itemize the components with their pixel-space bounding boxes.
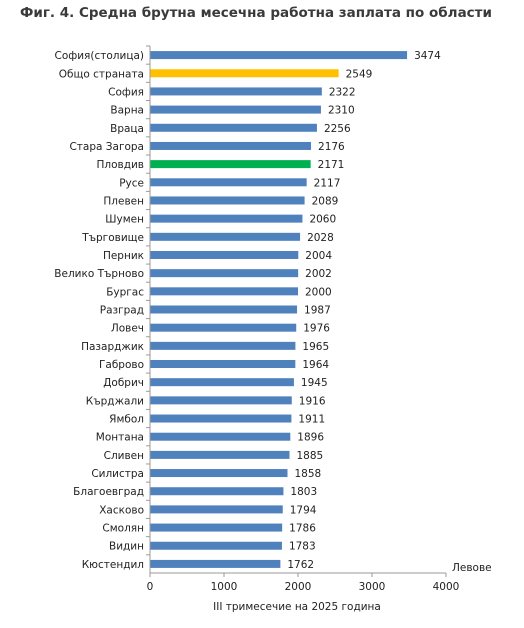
value-label: 1976 — [303, 323, 330, 335]
category-label: Добрич — [103, 377, 144, 389]
category-label: Монтана — [96, 432, 144, 444]
category-label: София(столица) — [55, 50, 145, 62]
bar — [150, 559, 281, 568]
value-label: 2060 — [309, 214, 336, 226]
value-label: 2002 — [305, 268, 332, 280]
category-label: Перник — [103, 250, 144, 262]
bar — [150, 450, 290, 459]
chart-title: Фиг. 4. Средна брутна месечна работна за… — [20, 5, 492, 21]
bar — [150, 505, 283, 514]
value-label: 1794 — [290, 504, 317, 516]
bar — [150, 196, 305, 205]
category-label: Смолян — [102, 523, 144, 535]
value-label: 2117 — [314, 177, 341, 189]
value-label: 1911 — [298, 414, 325, 426]
bar — [150, 469, 288, 478]
category-label: Общо страната — [59, 68, 144, 80]
value-label: 1885 — [296, 450, 323, 462]
bar — [150, 414, 292, 423]
bar — [150, 160, 311, 169]
value-label: 2310 — [328, 105, 355, 117]
value-label: 2256 — [324, 123, 351, 135]
bar — [150, 523, 283, 532]
value-label: 2000 — [305, 286, 332, 298]
value-label: 2176 — [318, 141, 345, 153]
x-tick-label: 2000 — [285, 581, 312, 593]
bar — [150, 360, 296, 369]
value-label: 2549 — [346, 68, 373, 80]
bar — [150, 178, 307, 187]
category-label: Стара Загора — [69, 141, 144, 153]
value-label: 1987 — [304, 305, 331, 317]
x-tick-label: 4000 — [433, 581, 460, 593]
value-label: 2004 — [305, 250, 332, 262]
category-label: Велико Търново — [54, 268, 144, 280]
category-label: Враца — [110, 123, 144, 135]
value-label: 1964 — [302, 359, 329, 371]
category-label: Сливен — [104, 450, 144, 462]
value-label: 1916 — [299, 395, 326, 407]
category-label: Благоевград — [73, 486, 144, 498]
category-label: Русе — [119, 177, 144, 189]
value-label: 1783 — [289, 541, 316, 553]
bar — [150, 487, 284, 496]
value-label: 1896 — [297, 432, 324, 444]
value-label: 1945 — [301, 377, 328, 389]
bar — [150, 341, 296, 350]
category-label: Ямбол — [109, 414, 144, 426]
bar — [150, 378, 294, 387]
category-label: София — [108, 86, 144, 98]
bar — [150, 214, 303, 223]
value-label: 3474 — [414, 50, 441, 62]
x-axis-title: III тримесечие на 2025 година — [213, 601, 381, 613]
category-label: Търговище — [81, 232, 144, 244]
bar — [150, 69, 339, 78]
value-label: 2171 — [318, 159, 345, 171]
value-label: 2089 — [312, 195, 339, 207]
category-label: Плевен — [103, 195, 144, 207]
bar — [150, 141, 312, 150]
bar — [150, 105, 321, 114]
bar — [150, 232, 301, 241]
bar — [150, 87, 322, 96]
category-label: Видин — [109, 541, 144, 553]
bar — [150, 123, 317, 132]
category-label: Габрово — [99, 359, 144, 371]
bar — [150, 250, 299, 259]
category-label: Кърджали — [86, 395, 144, 407]
bar — [150, 305, 298, 314]
bar — [150, 269, 299, 278]
value-label: 1858 — [294, 468, 321, 480]
bar — [150, 432, 291, 441]
bar — [150, 51, 408, 60]
value-label: 1803 — [290, 486, 317, 498]
unit-label: Левове — [452, 562, 492, 574]
category-label: Варна — [110, 105, 144, 117]
category-label: Хасково — [99, 504, 144, 516]
bar — [150, 541, 282, 550]
category-label: Ловеч — [111, 323, 144, 335]
bar — [150, 323, 297, 332]
value-label: 2322 — [329, 86, 356, 98]
category-label: Пазарджик — [81, 341, 144, 353]
x-tick-label: 0 — [147, 581, 154, 593]
value-label: 1762 — [287, 559, 314, 571]
bar — [150, 396, 292, 405]
value-label: 1786 — [289, 523, 316, 535]
category-label: Пловдив — [97, 159, 145, 171]
category-label: Силистра — [91, 468, 144, 480]
bar — [150, 287, 298, 296]
category-label: Шумен — [105, 214, 144, 226]
category-label: Бургас — [106, 286, 144, 298]
category-label: Кюстендил — [82, 559, 144, 571]
x-tick-label: 3000 — [359, 581, 386, 593]
value-label: 2028 — [307, 232, 334, 244]
x-tick-label: 1000 — [211, 581, 238, 593]
value-label: 1965 — [302, 341, 329, 353]
category-label: Разград — [100, 305, 144, 317]
